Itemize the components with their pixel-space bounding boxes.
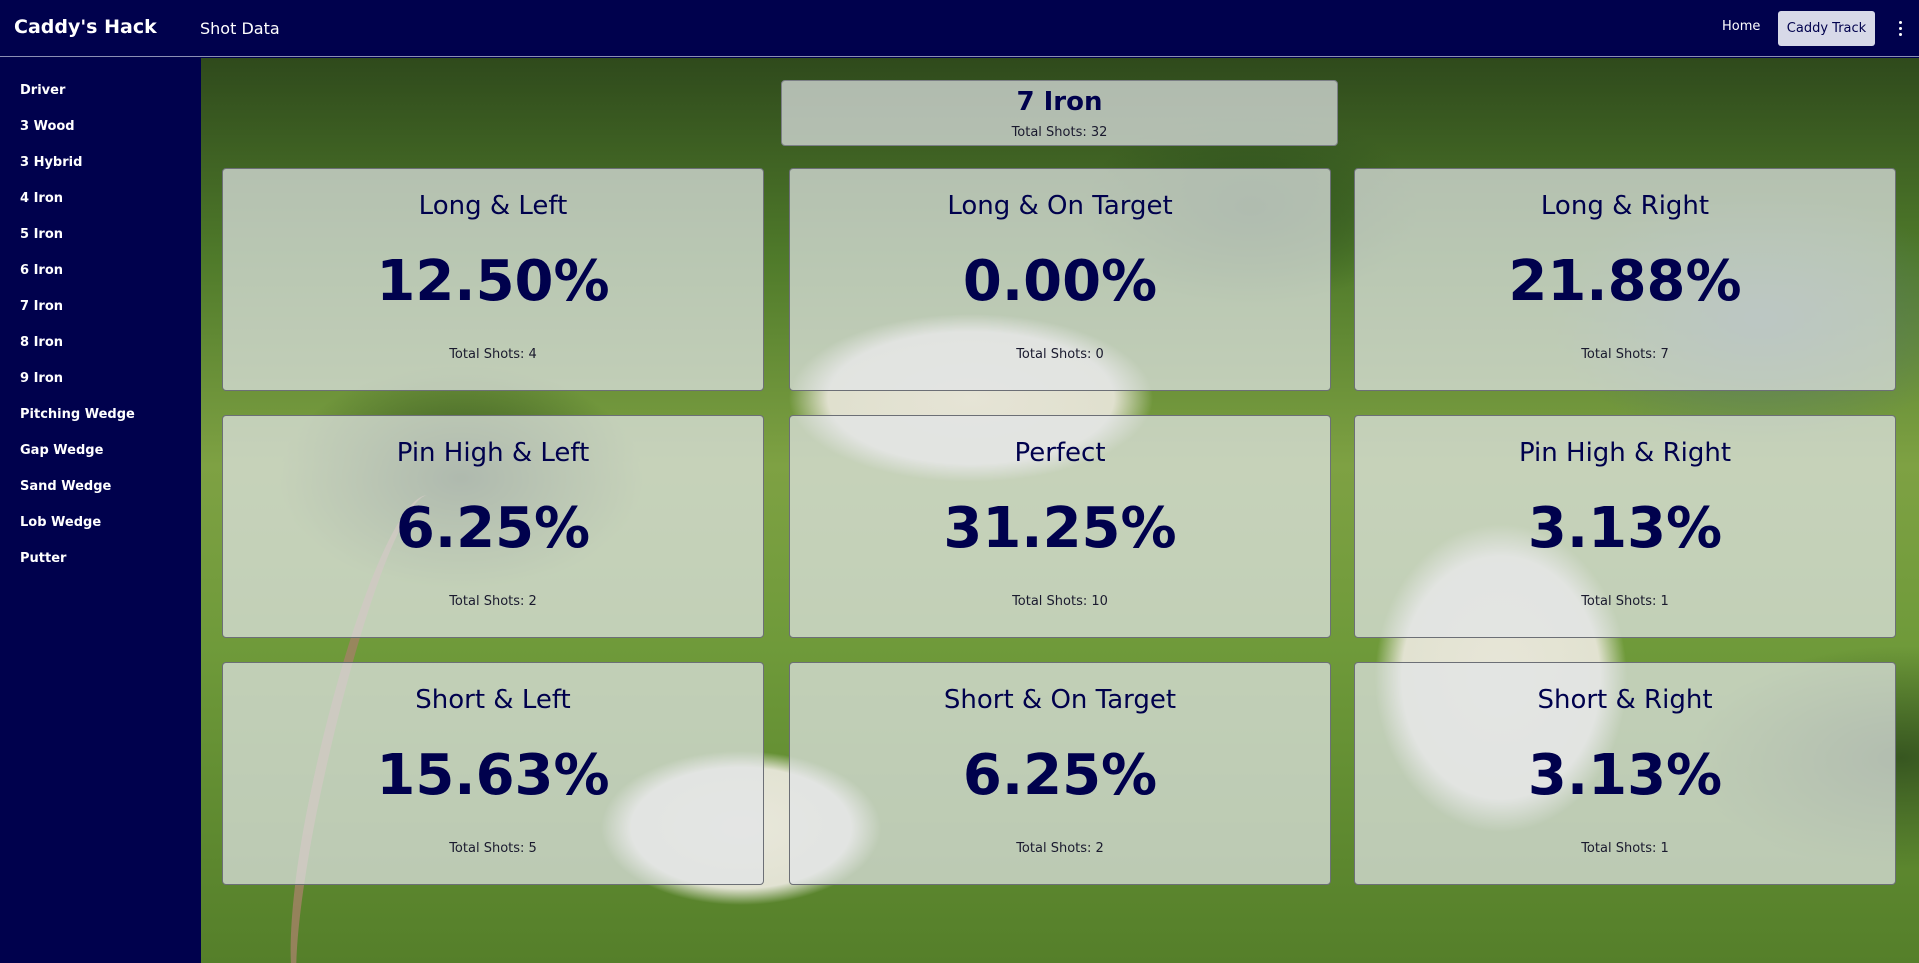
caddy-track-button[interactable]: Caddy Track [1778, 11, 1875, 46]
stat-card-total: Total Shots: 7 [1581, 347, 1669, 362]
sidebar-item-3-hybrid[interactable]: 3 Hybrid [20, 155, 83, 170]
stat-card-short-on-target: Short & On Target 6.25% Total Shots: 2 [789, 662, 1331, 885]
stat-card-title: Long & On Target [947, 191, 1173, 221]
stat-card-pin-high-left: Pin High & Left 6.25% Total Shots: 2 [222, 415, 764, 638]
stat-card-pin-high-right: Pin High & Right 3.13% Total Shots: 1 [1354, 415, 1896, 638]
stat-card-total: Total Shots: 1 [1581, 594, 1669, 609]
stat-card-title: Long & Right [1540, 191, 1710, 221]
stat-card-percent: 3.13% [1527, 496, 1723, 561]
stat-card-title: Short & Left [415, 685, 571, 715]
sidebar-item-pitching-wedge[interactable]: Pitching Wedge [20, 407, 135, 422]
stat-card-percent: 3.13% [1527, 743, 1723, 808]
sidebar-item-putter[interactable]: Putter [20, 551, 67, 566]
nav-home-link[interactable]: Home [1722, 19, 1761, 34]
club-sidebar: Driver 3 Wood 3 Hybrid 4 Iron 5 Iron 6 I… [0, 58, 201, 963]
stat-card-total: Total Shots: 10 [1012, 594, 1108, 609]
sidebar-item-3-wood[interactable]: 3 Wood [20, 119, 75, 134]
stat-card-perfect: Perfect 31.25% Total Shots: 10 [789, 415, 1331, 638]
stat-card-percent: 15.63% [376, 743, 610, 808]
stat-card-title: Perfect [1014, 438, 1106, 468]
sidebar-item-6-iron[interactable]: 6 Iron [20, 263, 64, 278]
club-summary-card: 7 Iron Total Shots: 32 [781, 80, 1338, 146]
sidebar-item-5-iron[interactable]: 5 Iron [20, 227, 64, 242]
page-title: Shot Data [200, 19, 280, 38]
sidebar-item-8-iron[interactable]: 8 Iron [20, 335, 64, 350]
stat-card-short-left: Short & Left 15.63% Total Shots: 5 [222, 662, 764, 885]
stat-card-percent: 0.00% [962, 249, 1158, 314]
stat-card-percent: 21.88% [1508, 249, 1742, 314]
stat-card-long-right: Long & Right 21.88% Total Shots: 7 [1354, 168, 1896, 391]
sidebar-item-gap-wedge[interactable]: Gap Wedge [20, 443, 104, 458]
stat-card-percent: 12.50% [376, 249, 610, 314]
stat-card-title: Short & Right [1537, 685, 1713, 715]
sidebar-item-9-iron[interactable]: 9 Iron [20, 371, 64, 386]
stat-card-total: Total Shots: 2 [449, 594, 537, 609]
sidebar-item-driver[interactable]: Driver [20, 83, 66, 98]
sidebar-item-lob-wedge[interactable]: Lob Wedge [20, 515, 102, 530]
stat-card-percent: 31.25% [943, 496, 1177, 561]
stat-card-total: Total Shots: 5 [449, 841, 537, 856]
club-total-shots: Total Shots: 32 [1011, 125, 1108, 140]
top-app-bar: Caddy's Hack Shot Data Home Caddy Track [0, 0, 1919, 57]
stat-card-short-right: Short & Right 3.13% Total Shots: 1 [1354, 662, 1896, 885]
stat-card-long-left: Long & Left 12.50% Total Shots: 4 [222, 168, 764, 391]
brand-logo-text[interactable]: Caddy's Hack [14, 16, 157, 38]
stat-card-total: Total Shots: 2 [1016, 841, 1104, 856]
sidebar-item-7-iron[interactable]: 7 Iron [20, 299, 64, 314]
stat-card-title: Pin High & Left [396, 438, 590, 468]
menu-dot [1898, 26, 1902, 30]
stat-card-title: Long & Left [418, 191, 568, 221]
stat-card-total: Total Shots: 1 [1581, 841, 1669, 856]
stat-card-total: Total Shots: 4 [449, 347, 537, 362]
sidebar-item-4-iron[interactable]: 4 Iron [20, 191, 64, 206]
stat-card-percent: 6.25% [962, 743, 1158, 808]
stat-card-title: Pin High & Right [1518, 438, 1732, 468]
menu-dot [1898, 32, 1902, 36]
stat-card-percent: 6.25% [395, 496, 591, 561]
sidebar-item-sand-wedge[interactable]: Sand Wedge [20, 479, 112, 494]
menu-dot [1898, 20, 1902, 24]
kebab-menu-icon[interactable] [1893, 16, 1907, 40]
selected-club-name: 7 Iron [1016, 87, 1103, 117]
stat-card-total: Total Shots: 0 [1016, 347, 1104, 362]
stat-card-title: Short & On Target [943, 685, 1177, 715]
stat-card-long-on-target: Long & On Target 0.00% Total Shots: 0 [789, 168, 1331, 391]
